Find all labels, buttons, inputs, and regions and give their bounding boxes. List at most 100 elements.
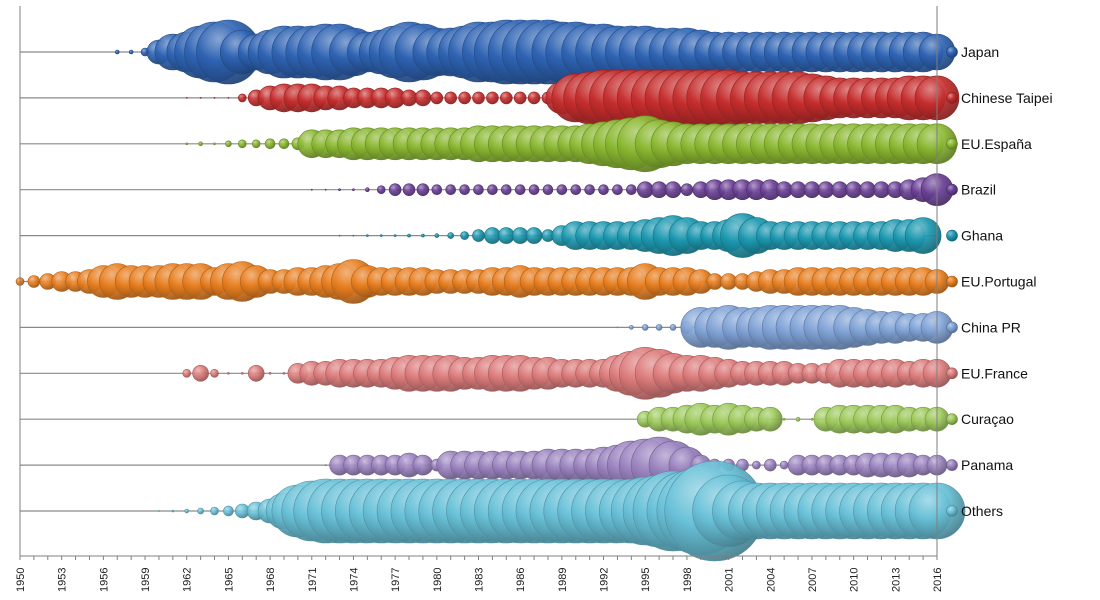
bubble — [352, 234, 355, 237]
bubble — [641, 324, 649, 331]
x-tick-label: 1992 — [599, 568, 611, 592]
bubble — [213, 142, 216, 146]
series-others — [20, 460, 966, 562]
legend-marker — [946, 183, 958, 196]
x-tick-label: 2004 — [765, 568, 777, 592]
x-tick-label: 1950 — [15, 568, 27, 592]
bubble — [556, 184, 568, 195]
bubble — [27, 275, 41, 288]
bubble — [366, 234, 369, 237]
bubble — [904, 217, 942, 254]
legend-entry: EU.France — [946, 365, 1028, 381]
bubble — [192, 364, 209, 382]
bubble — [324, 188, 327, 191]
legend-entry: Japan — [946, 44, 999, 60]
bubble — [527, 91, 541, 105]
bubble — [795, 416, 801, 422]
bubble — [185, 97, 188, 99]
legend-marker — [946, 413, 958, 426]
bubble — [472, 229, 485, 242]
x-tick-label: 2001 — [724, 568, 736, 592]
bubble — [655, 324, 663, 331]
bubble — [198, 141, 203, 147]
legend-entry: Curaçao — [946, 411, 1014, 427]
x-tick-label: 1998 — [682, 568, 694, 592]
x-tick-label: 1965 — [223, 568, 235, 592]
bubble — [460, 231, 469, 240]
legend-entry: Chinese Taipei — [946, 90, 1053, 106]
legend-label: Japan — [961, 44, 999, 60]
bubble — [197, 507, 204, 515]
series-cura-ao — [20, 402, 950, 436]
x-tick-label: 2016 — [932, 568, 944, 592]
bubble — [324, 464, 327, 467]
legend-marker — [946, 459, 958, 471]
bubble — [114, 49, 120, 55]
legend-label: Brazil — [961, 182, 996, 198]
legend-label: EU.España — [961, 136, 1032, 152]
x-tick-label: 1968 — [265, 568, 277, 592]
bubble — [487, 184, 498, 195]
bubble — [669, 324, 677, 331]
bubble — [430, 91, 444, 105]
bubble — [210, 368, 219, 378]
bubble — [434, 233, 440, 238]
legend-marker — [946, 138, 958, 150]
bubble — [268, 371, 272, 375]
bubble — [616, 326, 619, 329]
bubble — [431, 184, 443, 195]
bubble — [338, 188, 341, 191]
bubble — [763, 458, 777, 472]
bubble — [542, 184, 554, 195]
bubble — [227, 371, 230, 375]
bubble — [238, 139, 247, 149]
series-eu-espa-a — [20, 115, 958, 173]
bubble — [182, 368, 192, 378]
x-axis: 1950 1953 1956 1959 1962 1965 1968 1971 1974 1977… — [15, 6, 944, 592]
bubble — [352, 188, 355, 191]
bubble — [310, 188, 313, 191]
legend-entry: Panama — [946, 457, 1013, 473]
legend-marker — [946, 275, 958, 288]
bubble — [278, 138, 290, 150]
bubble — [447, 232, 455, 239]
x-tick-label: 1953 — [57, 568, 69, 592]
bubble — [393, 234, 397, 237]
bubble — [225, 140, 232, 148]
bubble — [199, 97, 202, 99]
bubble — [626, 184, 637, 195]
bubble — [472, 91, 485, 105]
series-japan — [20, 19, 956, 85]
bubble — [185, 142, 189, 146]
x-tick-label: 1983 — [474, 568, 486, 592]
legend-marker — [946, 92, 958, 104]
bubble — [782, 417, 786, 421]
bubble — [376, 185, 386, 194]
legend-entry: Brazil — [946, 182, 996, 198]
bubble — [338, 234, 341, 237]
bubble — [213, 97, 216, 99]
legend: Japan Chinese Taipei EU.España Brazil Ghana E… — [946, 44, 1053, 519]
bubble — [128, 49, 134, 55]
bubble — [412, 454, 434, 476]
x-tick-label: 2007 — [807, 568, 819, 592]
bubble — [445, 184, 457, 195]
bubble — [757, 406, 783, 432]
legend-label: China PR — [961, 319, 1021, 335]
bubble — [500, 184, 512, 195]
bubble — [365, 187, 370, 192]
bubble — [528, 184, 540, 195]
bubble — [810, 417, 814, 421]
x-tick-label: 1971 — [307, 568, 319, 592]
bubble — [680, 183, 694, 196]
bubble — [513, 91, 527, 105]
bubble — [247, 364, 265, 382]
bubble — [184, 508, 190, 514]
bubble — [388, 183, 402, 196]
bubble — [570, 184, 582, 195]
bubble — [210, 506, 219, 516]
legend-label: Ghana — [961, 228, 1003, 244]
bubble — [598, 184, 609, 195]
bubble — [402, 183, 416, 196]
bubble — [251, 139, 261, 149]
